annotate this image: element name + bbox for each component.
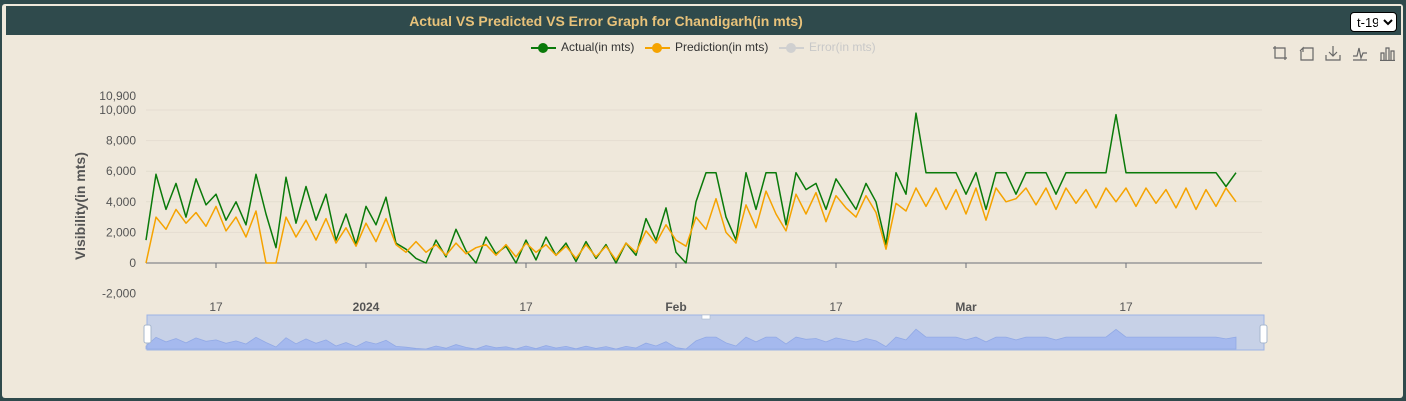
x-tick-label: 17 <box>519 300 533 314</box>
x-tick-label: 17 <box>1119 300 1133 314</box>
x-tick-label: 2024 <box>353 300 380 314</box>
y-tick-label: 6,000 <box>106 164 136 178</box>
datazoom-left-handle[interactable] <box>143 324 152 344</box>
y-tick-label: 4,000 <box>106 195 136 209</box>
x-tick-label: Feb <box>665 300 686 314</box>
y-tick-label: 8,000 <box>106 134 136 148</box>
zoom-icon[interactable] <box>1272 45 1288 61</box>
legend-marker-actual <box>531 42 556 54</box>
datazoom-preview-area <box>145 328 1237 350</box>
prediction-series-line <box>145 187 1237 264</box>
legend-marker-error <box>779 42 804 54</box>
x-tick-label: 17 <box>209 300 223 314</box>
y-tick-label: -2,000 <box>102 287 136 301</box>
legend-item-actual[interactable]: Actual(in mts) <box>531 40 634 54</box>
chart-title: Actual VS Predicted VS Error Graph for C… <box>409 13 803 29</box>
line-chart-icon[interactable] <box>1352 45 1368 61</box>
y-tick-label: 10,900 <box>99 89 136 103</box>
y-tick-label: 10,000 <box>99 103 136 117</box>
legend-label-error: Error(in mts) <box>809 40 876 54</box>
datazoom-selection <box>146 314 1265 351</box>
legend-label-actual: Actual(in mts) <box>561 40 635 54</box>
download-icon[interactable] <box>1325 45 1341 61</box>
legend-marker-prediction <box>645 42 670 54</box>
legend-label-prediction: Prediction(in mts) <box>675 40 769 54</box>
y-tick-label: 0 <box>129 256 136 270</box>
x-tick-label: Mar <box>955 300 977 314</box>
x-tick-label: 17 <box>829 300 843 314</box>
bar-chart-icon[interactable] <box>1379 45 1395 61</box>
horizon-select[interactable]: t-19 <box>1350 12 1397 32</box>
zoom-reset-icon[interactable] <box>1299 45 1315 61</box>
legend-item-error[interactable]: Error(in mts) <box>779 40 876 54</box>
legend-item-prediction[interactable]: Prediction(in mts) <box>645 40 768 54</box>
y-tick-label: 2,000 <box>106 225 136 239</box>
datazoom-move-handle[interactable] <box>701 314 711 320</box>
chart-legend: Actual(in mts) Prediction(in mts) Error(… <box>0 40 1406 56</box>
datazoom-right-handle[interactable] <box>1259 324 1268 344</box>
chart-title-bar: Actual VS Predicted VS Error Graph for C… <box>6 6 1401 35</box>
actual-series-line <box>145 112 1237 264</box>
